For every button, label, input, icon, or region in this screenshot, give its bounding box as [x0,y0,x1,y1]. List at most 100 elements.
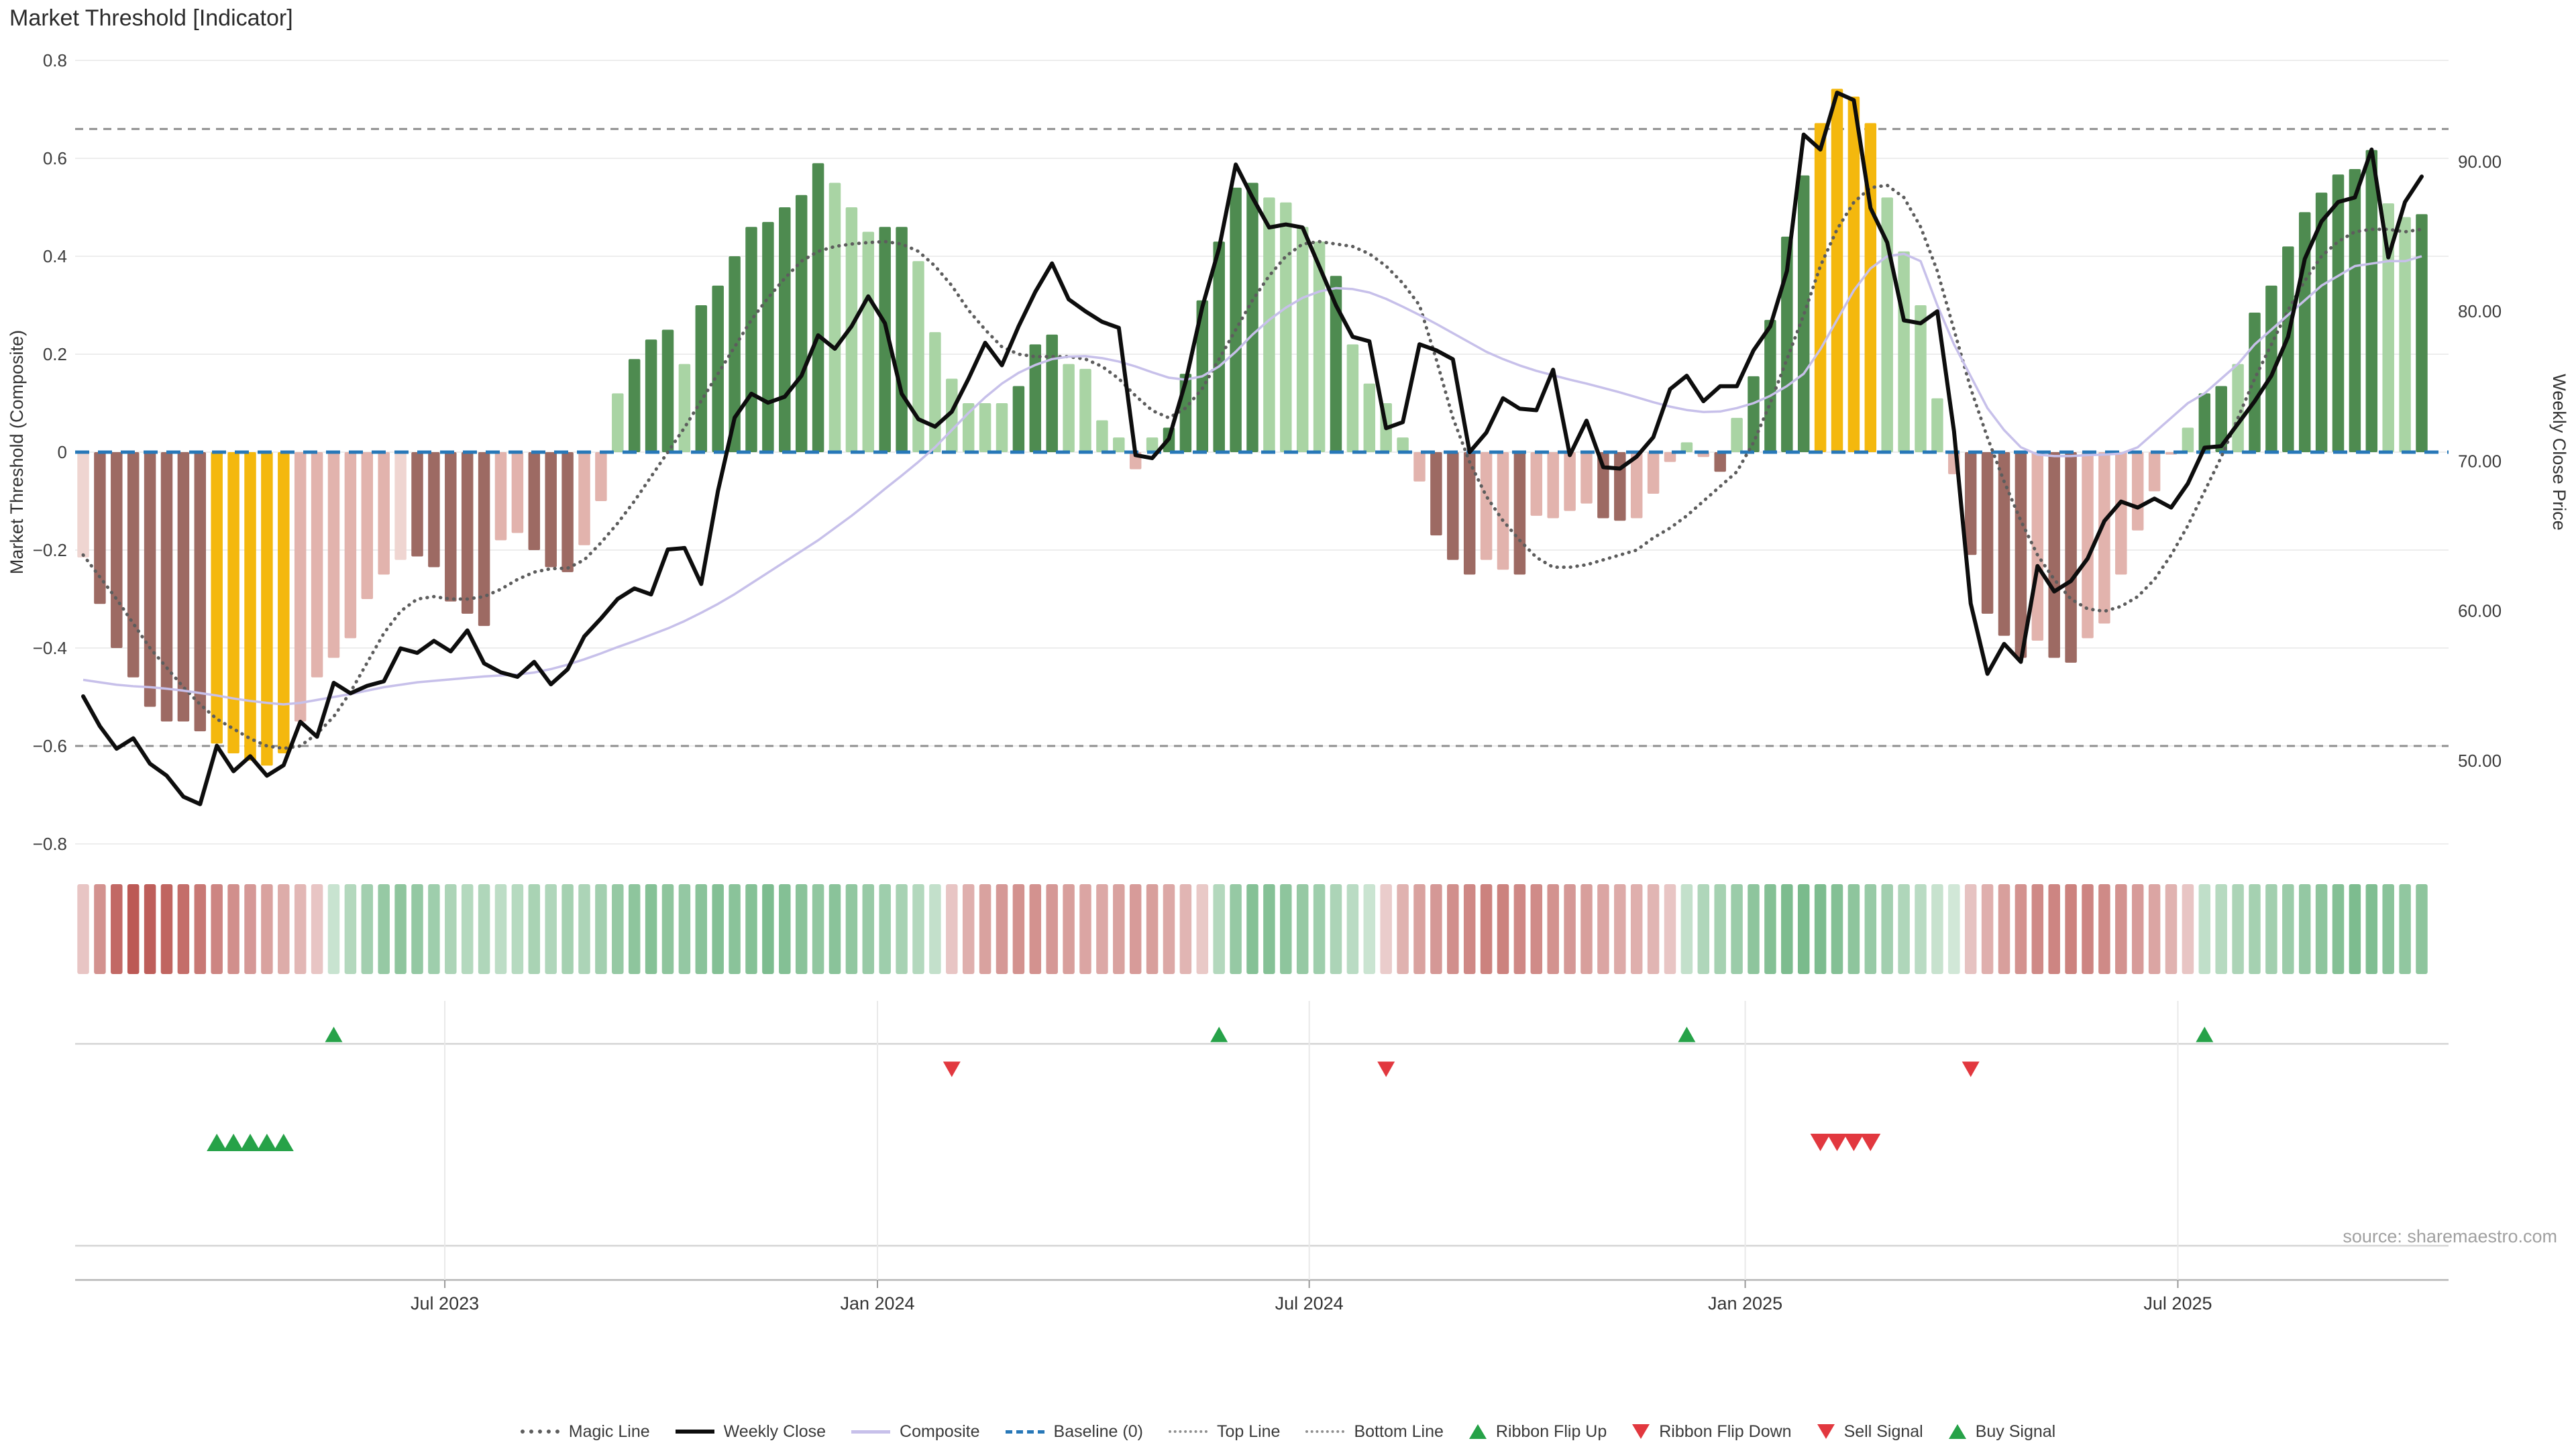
threshold-bar [1580,452,1593,504]
ribbon-bar [361,884,374,974]
threshold-bar [77,452,89,557]
ribbon-bar [929,884,941,974]
ribbon-bar [1380,884,1392,974]
ribbon-bar [2298,884,2311,974]
threshold-bar [712,285,724,452]
threshold-bar [1012,386,1025,452]
legend-item-label: Composite [900,1421,980,1441]
ribbon-strip [77,884,2428,974]
chart-title: Market Threshold [Indicator] [9,5,293,31]
ribbon-bar [494,884,507,974]
threshold-bar [996,403,1008,452]
threshold-bar [695,305,708,452]
ribbon-bar [1480,884,1493,974]
legend-item-label: Top Line [1216,1421,1281,1441]
ribbon-bar [1397,884,1409,974]
dotted-dark-line-icon [520,1430,559,1434]
magic-line [81,183,2424,751]
threshold-bar [327,452,340,658]
ribbon-bar [712,884,724,974]
dashed-blue-line-icon [1005,1430,1044,1434]
threshold-bar [828,182,841,452]
ribbon-bar [1864,884,1877,974]
ribbon-bar [762,884,774,974]
ribbon-flip-up-marker [2196,1026,2214,1042]
ribbon-bar [461,884,474,974]
threshold-bar [2215,386,2227,452]
ribbon-bar [1196,884,1209,974]
legend-item: Magic Line [520,1421,650,1442]
threshold-bar [745,227,757,452]
ribbon-bar [1731,884,1743,974]
ribbon-bar [2148,884,2161,974]
ribbon-bar [445,884,457,974]
ribbon-bar [912,884,924,974]
legend-item-label: Magic Line [568,1421,650,1441]
threshold-bar [361,452,374,599]
threshold-bar [979,403,991,452]
ribbon-bar [2232,884,2244,974]
ribbon-bar [394,884,407,974]
threshold-bar [1463,452,1476,575]
ribbon-bar [311,884,323,974]
threshold-bar [278,452,290,753]
ribbon-bar [1447,884,1459,974]
threshold-bar [1413,452,1426,482]
legend-item-label: Baseline (0) [1053,1421,1143,1441]
ribbon-bar [2198,884,2211,974]
ribbon-bar [2382,884,2394,974]
ribbon-bar [661,884,674,974]
ribbon-flip-down-marker [943,1061,961,1077]
threshold-bar [2082,452,2094,639]
ribbon-bar [962,884,975,974]
threshold-bar [1647,452,1660,494]
ribbon-bar [2315,884,2328,974]
threshold-bar [1313,241,1326,452]
ribbon-bar [1413,884,1426,974]
ribbon-bar [695,884,708,974]
ribbon-bar [227,884,239,974]
ribbon-bar [1597,884,1609,974]
ribbon-bar [745,884,757,974]
ribbon-bar [1564,884,1576,974]
ribbon-bar [2349,884,2361,974]
threshold-bar [1046,334,1058,452]
ribbon-bar [1547,884,1559,974]
buy-signal-marker [240,1134,260,1151]
ribbon-bar [795,884,808,974]
threshold-bar [879,227,891,452]
ribbon-bar [545,884,557,974]
ribbon-bar [2416,884,2428,974]
legend-item: Baseline (0) [1005,1421,1143,1442]
threshold-bar [2131,452,2144,531]
solid-lavender-line-icon [851,1430,891,1434]
ribbon-bar [1029,884,1042,974]
threshold-bar [1847,97,1860,452]
ribbon-bar [561,884,574,974]
left-axis-tick: −0.8 [33,834,67,854]
threshold-bar [2249,312,2261,452]
ribbon-bar [1012,884,1025,974]
threshold-bar [2198,393,2211,452]
threshold-bar [1246,182,1258,452]
ribbon-bar [896,884,908,974]
threshold-bar [896,227,908,452]
threshold-bar [411,452,423,557]
ribbon-flip-up-marker [325,1026,343,1042]
dotted-gray-line-icon [1168,1430,1208,1433]
ribbon-bar [828,884,841,974]
ribbon-bar [2399,884,2411,974]
threshold-bar [1831,89,1843,453]
ribbon-bar [1263,884,1275,974]
threshold-bar [144,452,156,707]
threshold-bar [494,452,507,541]
threshold-bar [111,452,123,648]
left-axis-tick: −0.2 [33,540,67,560]
buy-signal-marker [207,1134,227,1151]
threshold-bar [478,452,490,627]
ribbon-bar [1163,884,1175,974]
ribbon-bar [1280,884,1292,974]
axis-labels: 0.8 0.6 0.4 0.2 0 −0.2 −0.4 −0.6 −0.8 90.00 80.00 7… [7,50,2569,854]
ribbon-bar [2115,884,2127,974]
